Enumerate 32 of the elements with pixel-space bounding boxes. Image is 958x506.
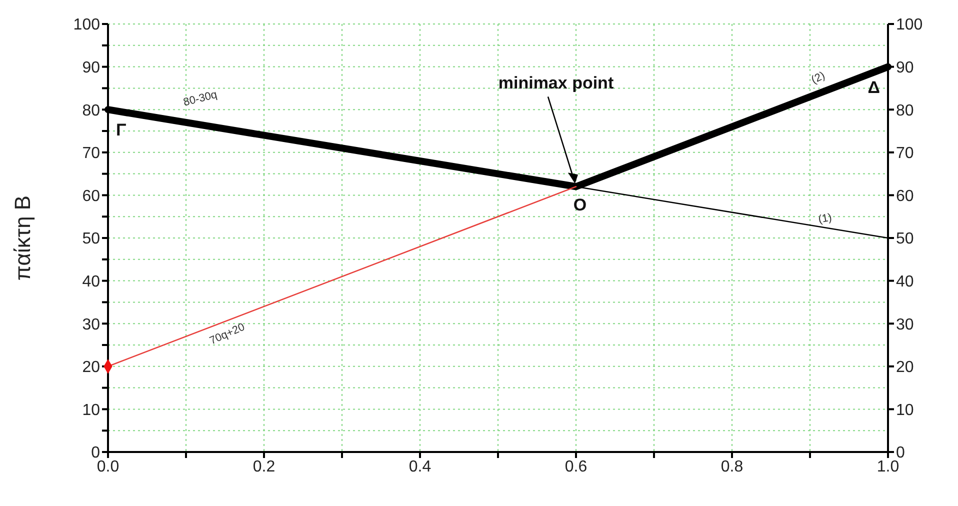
x-tick-label: 0.8 [720,458,744,476]
y2-tick-label: 40 [896,273,914,290]
y-tick-label: 20 [82,359,100,376]
y-axis-title: παίκτη Β [10,195,35,281]
annotation: 80-30q [182,88,218,109]
y2-tick-label: 90 [896,59,914,76]
annotation: (2) [810,70,827,86]
annotation: O [573,196,587,215]
y-tick-label: 70 [82,145,100,162]
y2-tick-label: 100 [896,16,923,34]
y-tick-label: 80 [82,102,100,120]
y2-tick-label: 50 [896,230,914,248]
x-tick-label: 0.6 [564,458,588,476]
y-tick-label: 40 [82,273,100,290]
y2-tick-label: 20 [896,359,914,376]
y-tick-label: 100 [73,16,100,34]
annotation: Γ [116,120,126,140]
y-tick-label: 30 [82,316,100,334]
y-tick-label: 60 [82,188,100,205]
y2-tick-label: 10 [896,402,914,419]
annotation: (1) [817,212,833,226]
y2-tick-label: 30 [896,316,914,334]
y2-tick-label: 70 [896,145,914,162]
annotation: Δ [868,78,880,97]
y-tick-label: 10 [82,402,100,419]
x-tick-label: 0.2 [252,458,276,476]
y-tick-label: 90 [82,59,100,76]
y2-tick-label: 80 [896,102,914,120]
annotation: minimax point [498,74,614,93]
y-tick-label: 50 [82,230,100,248]
y2-tick-label: 60 [896,188,914,205]
x-tick-label: 0.4 [408,458,432,476]
